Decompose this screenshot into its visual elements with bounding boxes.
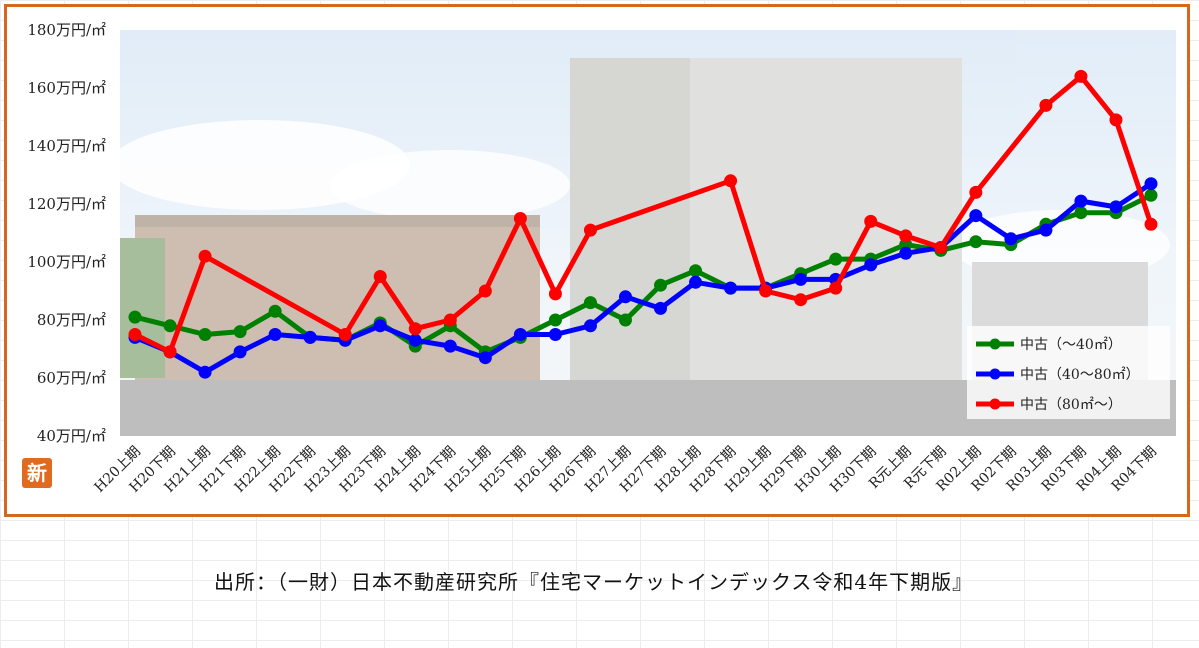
data-point xyxy=(583,319,597,333)
data-point xyxy=(829,281,843,295)
data-point xyxy=(513,328,527,341)
data-point xyxy=(618,313,632,327)
data-point xyxy=(1004,232,1018,246)
series-3 xyxy=(128,69,1158,359)
data-point xyxy=(794,272,808,286)
data-point xyxy=(1109,113,1123,127)
data-point xyxy=(969,185,983,199)
data-point xyxy=(794,293,808,307)
data-point xyxy=(864,214,878,228)
data-point xyxy=(1074,194,1088,208)
data-point xyxy=(128,310,142,324)
series-layer xyxy=(128,69,1158,379)
data-point xyxy=(233,345,247,359)
data-point xyxy=(759,284,773,298)
legend-marker xyxy=(989,368,1001,380)
data-point xyxy=(198,328,212,341)
data-point xyxy=(829,252,843,266)
y-tick-label: 180万円/㎡ xyxy=(27,21,106,39)
data-point xyxy=(443,339,457,353)
data-point xyxy=(513,212,527,225)
data-point xyxy=(478,351,492,365)
data-point xyxy=(934,241,948,254)
data-point xyxy=(1039,98,1053,112)
y-tick-label: 100万円/㎡ xyxy=(27,253,106,271)
data-point xyxy=(899,229,913,243)
data-point xyxy=(478,284,492,298)
data-point xyxy=(1144,177,1158,191)
data-point xyxy=(443,313,457,327)
data-point xyxy=(583,296,597,310)
data-point xyxy=(899,246,913,260)
data-point xyxy=(338,328,352,341)
data-point xyxy=(163,345,177,359)
data-point xyxy=(1144,188,1158,202)
data-point xyxy=(724,174,738,188)
data-point xyxy=(268,328,282,341)
data-point xyxy=(548,328,562,341)
data-point xyxy=(689,275,703,289)
data-point xyxy=(373,319,387,333)
data-point xyxy=(583,223,597,237)
new-badge: 新 xyxy=(22,458,52,488)
data-point xyxy=(1039,223,1053,237)
data-point xyxy=(268,304,282,318)
data-point xyxy=(724,281,738,295)
data-point xyxy=(408,322,422,336)
data-point xyxy=(1074,206,1088,220)
y-tick-label: 80万円/㎡ xyxy=(37,311,106,329)
data-point xyxy=(689,264,703,278)
legend-marker xyxy=(989,338,1001,350)
data-point xyxy=(233,325,247,339)
legend-label: 中古（80㎡～） xyxy=(1020,397,1122,413)
data-point xyxy=(654,278,668,292)
data-point xyxy=(198,249,212,263)
data-point xyxy=(373,270,387,283)
y-tick-label: 40万円/㎡ xyxy=(37,427,106,445)
data-point xyxy=(303,330,317,344)
x-axis: H20上期H20下期H21上期H21下期H22上期H22下期H23上期H23下期… xyxy=(91,444,1159,496)
data-point xyxy=(1074,69,1088,83)
legend-label: 中古（40～80㎡） xyxy=(1020,367,1140,383)
data-point xyxy=(198,365,212,379)
data-point xyxy=(1144,217,1158,231)
data-point xyxy=(654,301,668,315)
data-point xyxy=(864,258,878,272)
y-axis: 40万円/㎡ 60万円/㎡ 80万円/㎡ 100万円/㎡ 120万円/㎡ 140万円/㎡ 1… xyxy=(27,21,106,445)
y-tick-label: 140万円/㎡ xyxy=(27,137,106,155)
source-note: 出所：（一財）日本不動産研究所『住宅マーケットインデックス令和4年下期版』 xyxy=(214,570,974,594)
data-point xyxy=(618,290,632,304)
y-tick-label: 160万円/㎡ xyxy=(27,79,106,97)
data-point xyxy=(163,319,177,333)
legend-label: 中古（～40㎡） xyxy=(1020,337,1122,353)
data-point xyxy=(128,328,142,341)
data-point xyxy=(969,209,983,223)
legend: 中古（～40㎡） 中古（40～80㎡） 中古（80㎡～） xyxy=(967,326,1170,419)
data-point xyxy=(1109,200,1123,214)
data-point xyxy=(548,287,562,301)
y-tick-label: 60万円/㎡ xyxy=(37,369,106,387)
y-tick-label: 120万円/㎡ xyxy=(27,195,106,213)
legend-marker xyxy=(989,398,1001,410)
data-point xyxy=(969,235,983,249)
data-point xyxy=(408,333,422,347)
data-point xyxy=(548,313,562,327)
